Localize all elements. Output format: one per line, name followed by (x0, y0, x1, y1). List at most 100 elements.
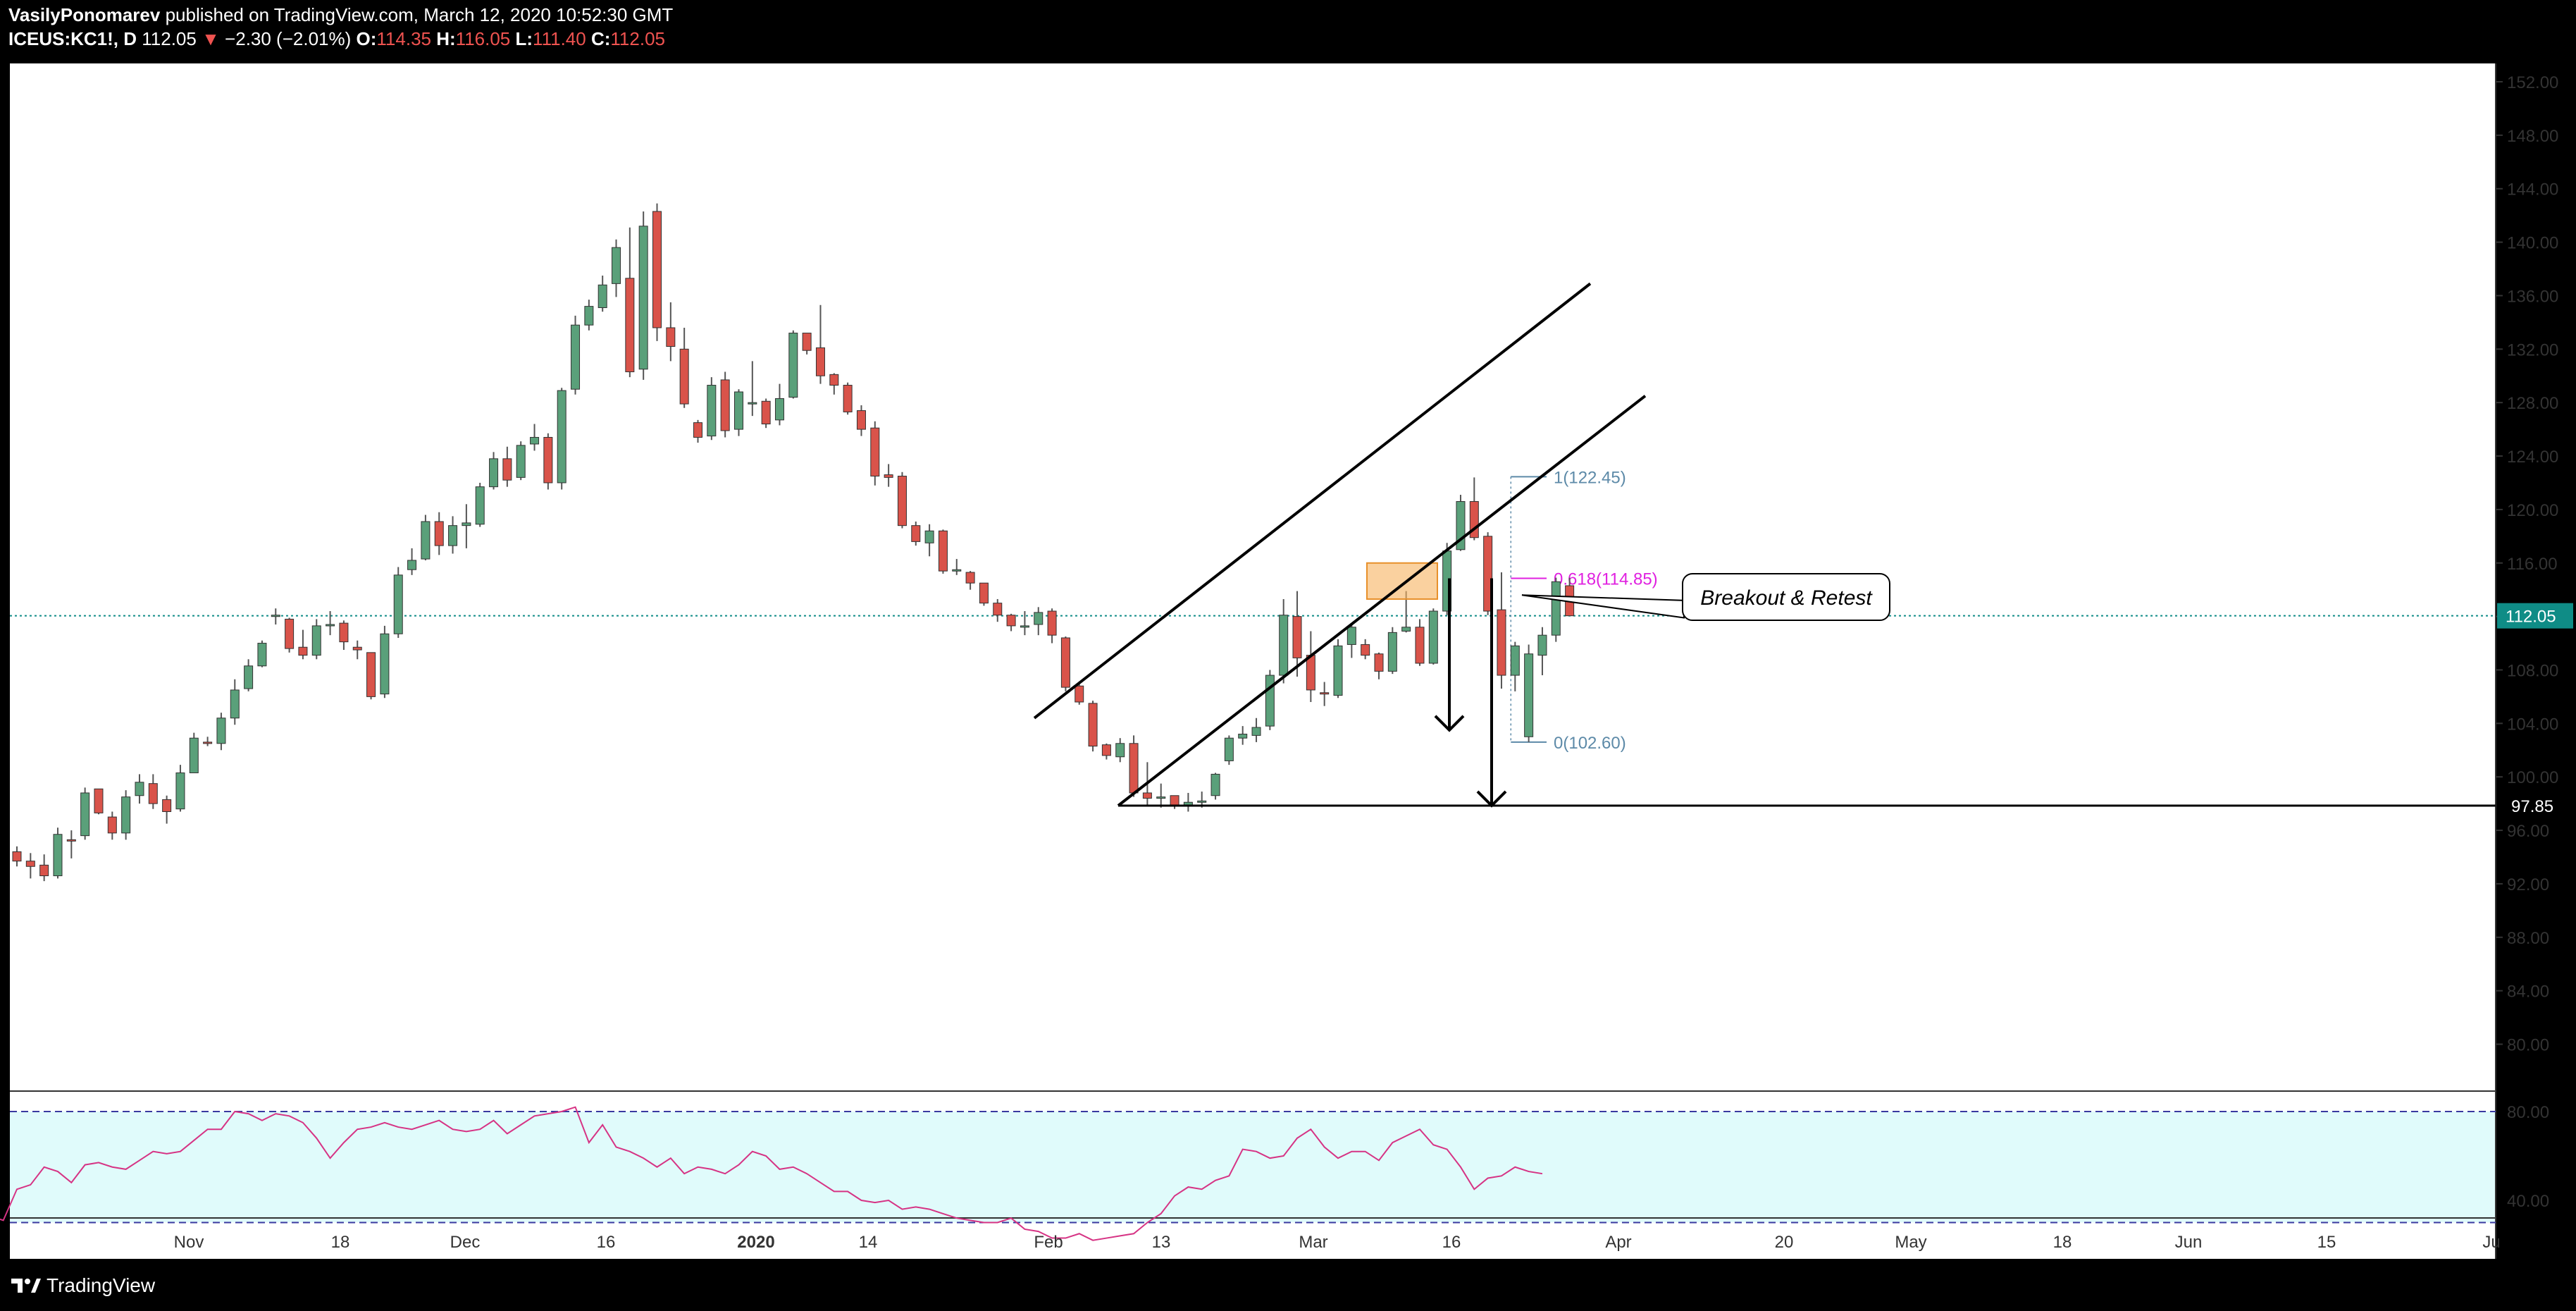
candle[interactable] (625, 278, 635, 373)
candle[interactable] (802, 333, 812, 351)
candle[interactable] (679, 348, 689, 405)
candle[interactable] (244, 665, 254, 689)
candle[interactable] (870, 427, 880, 476)
candle[interactable] (393, 574, 403, 634)
candle[interactable] (502, 458, 512, 481)
candle[interactable] (352, 646, 362, 651)
footer-brand[interactable]: TradingView (47, 1274, 156, 1296)
candle[interactable] (1374, 653, 1384, 672)
candle[interactable] (1183, 801, 1193, 806)
candle[interactable] (1483, 536, 1493, 612)
annotation-callout[interactable] (1682, 573, 1890, 621)
candle[interactable] (1251, 727, 1261, 736)
candle[interactable] (1387, 632, 1397, 672)
candle[interactable] (216, 718, 226, 744)
candle[interactable] (366, 652, 376, 697)
candle[interactable] (230, 689, 240, 719)
candle[interactable] (1346, 627, 1356, 645)
candle[interactable] (843, 385, 853, 412)
candle[interactable] (1020, 625, 1029, 628)
candle[interactable] (1047, 610, 1057, 636)
candle[interactable] (938, 530, 948, 572)
candle[interactable] (66, 839, 76, 842)
candle[interactable] (774, 398, 784, 421)
candle[interactable] (965, 572, 975, 584)
candle[interactable] (1524, 653, 1534, 737)
candle[interactable] (12, 851, 22, 862)
candle[interactable] (1197, 800, 1207, 803)
candle[interactable] (94, 788, 104, 813)
candle[interactable] (1238, 734, 1248, 739)
candle[interactable] (448, 525, 458, 546)
candle[interactable] (911, 525, 921, 542)
candle[interactable] (271, 615, 280, 617)
candle[interactable] (693, 422, 702, 438)
candle[interactable] (1292, 616, 1302, 658)
candle[interactable] (584, 306, 594, 326)
candle[interactable] (1034, 612, 1044, 625)
candle[interactable] (189, 737, 199, 774)
candle[interactable] (979, 582, 989, 604)
candle[interactable] (1060, 637, 1070, 688)
candle[interactable] (543, 436, 553, 484)
candle[interactable] (462, 522, 471, 527)
tradingview-logo-icon[interactable] (10, 1276, 41, 1295)
candle[interactable] (652, 211, 662, 328)
candle[interactable] (326, 624, 335, 627)
candle[interactable] (298, 646, 308, 656)
candle[interactable] (1401, 627, 1411, 632)
candle[interactable] (530, 436, 540, 445)
candle[interactable] (1428, 610, 1438, 664)
candle[interactable] (1510, 645, 1520, 676)
candle[interactable] (339, 622, 349, 643)
candle[interactable] (162, 799, 172, 813)
candle[interactable] (761, 400, 771, 425)
candle[interactable] (952, 569, 962, 572)
candle[interactable] (571, 324, 581, 390)
candle[interactable] (1415, 627, 1425, 664)
candle[interactable] (1224, 737, 1234, 761)
candle[interactable] (666, 327, 676, 347)
candle[interactable] (1115, 743, 1125, 758)
candle[interactable] (80, 792, 90, 837)
candle[interactable] (1306, 655, 1315, 691)
candle[interactable] (407, 560, 417, 570)
candle[interactable] (1210, 773, 1220, 796)
candle[interactable] (897, 475, 907, 527)
candle[interactable] (1265, 675, 1275, 727)
channel-lower-line[interactable] (1117, 395, 1647, 807)
candle[interactable] (434, 521, 444, 546)
candle[interactable] (924, 530, 934, 543)
candle[interactable] (707, 385, 717, 437)
candle[interactable] (597, 284, 607, 309)
candle[interactable] (516, 445, 526, 478)
candle[interactable] (815, 347, 825, 376)
candle[interactable] (25, 861, 35, 867)
candle[interactable] (311, 625, 321, 656)
candle[interactable] (1156, 796, 1166, 799)
candle[interactable] (203, 741, 213, 744)
candle[interactable] (993, 603, 1003, 616)
candle[interactable] (1279, 615, 1289, 676)
candle[interactable] (421, 521, 431, 560)
candle[interactable] (1101, 744, 1111, 756)
candle[interactable] (148, 783, 158, 804)
candle[interactable] (720, 379, 730, 431)
candle[interactable] (1361, 644, 1370, 656)
plot-area[interactable] (10, 63, 2496, 1259)
candle[interactable] (733, 391, 743, 430)
candle[interactable] (285, 618, 295, 649)
candle[interactable] (748, 402, 757, 405)
candle[interactable] (257, 643, 267, 667)
symbol-label[interactable]: ICEUS:KC1!, D (8, 28, 137, 49)
candle[interactable] (1006, 615, 1016, 627)
channel-upper-line[interactable] (1033, 282, 1592, 720)
candle[interactable] (380, 633, 390, 695)
candle[interactable] (1320, 692, 1330, 695)
candle[interactable] (788, 333, 798, 398)
candle[interactable] (1170, 795, 1179, 806)
candle[interactable] (475, 486, 485, 525)
candle[interactable] (53, 834, 63, 877)
candle[interactable] (1075, 685, 1084, 703)
candle[interactable] (135, 782, 144, 796)
